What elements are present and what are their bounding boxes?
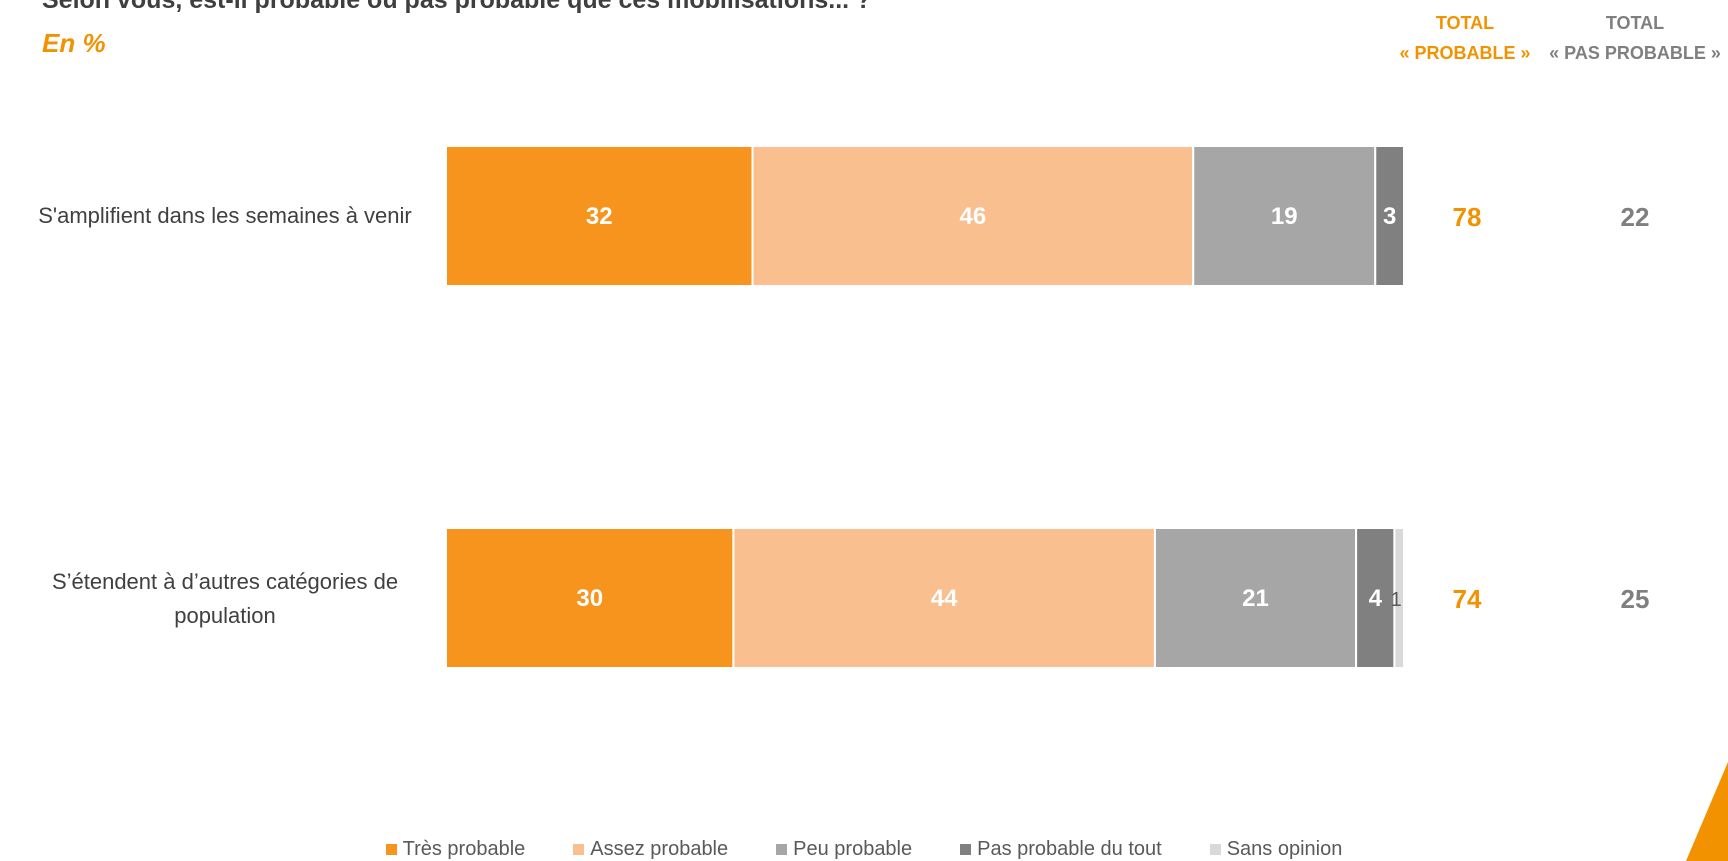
total-pas-probable-header: TOTAL « PAS PROBABLE »: [1540, 8, 1728, 68]
bar-segment-2-5: [1393, 527, 1406, 669]
total-probable-value-2: 74: [1453, 584, 1482, 614]
total-probable-header: TOTAL « PROBABLE »: [1385, 8, 1545, 68]
bar-label-2-4: 4: [1369, 585, 1383, 612]
legend-item-3: Peu probable: [776, 838, 912, 861]
legend-swatch-1: [385, 844, 397, 855]
bar-segment-1-3: [1192, 145, 1377, 287]
total-pas-probable-value-1: 22: [1621, 202, 1650, 232]
total-probable-value-1: 78: [1453, 202, 1482, 232]
bar-segment-1-2: [751, 145, 1195, 287]
bar-segment-2-2: [732, 527, 1156, 669]
legend-swatch-4: [960, 844, 972, 855]
legend-item-4: Pas probable du tout: [960, 838, 1162, 861]
bar-label-2-2: 44: [931, 585, 958, 612]
corner-decoration: [1686, 762, 1728, 861]
bar-segment-2-1: [445, 527, 735, 669]
legend-swatch-3: [776, 844, 788, 855]
bar-segment-1-1: [445, 145, 754, 287]
bar-segment-2-3: [1153, 527, 1358, 669]
bar-segment-1-4: [1374, 145, 1406, 287]
row-label-2: S’étendent à d’autres catégories de popu…: [51, 569, 399, 628]
legend-label-3: Peu probable: [793, 838, 913, 860]
question-title: Selon vous, est-il probable ou pas proba…: [42, 0, 872, 14]
bar-label-2-1: 30: [576, 585, 603, 612]
legend-label-2: Assez probable: [590, 838, 729, 860]
bar-segment-2-4: [1355, 527, 1396, 669]
row-label-1: S'amplifient dans les semaines à venir: [38, 203, 412, 228]
legend-item-5: Sans opinion: [1209, 838, 1343, 861]
bar-label-1-2: 46: [960, 203, 987, 230]
legend-label-5: Sans opinion: [1226, 838, 1343, 860]
bar-label-2-3: 21: [1242, 585, 1269, 612]
legend-item-2: Assez probable: [573, 838, 728, 861]
total-pas-probable-header-line1: TOTAL: [1605, 13, 1665, 33]
unit-label: En %: [42, 28, 106, 58]
total-pas-probable-value-2: 25: [1621, 584, 1650, 614]
legend-swatch-2: [573, 844, 585, 855]
chart-legend: Très probable Assez probable Peu probable P…: [0, 838, 1728, 861]
bar-label-2-5: 1: [1391, 589, 1402, 611]
total-probable-header-line2: « PROBABLE »: [1399, 43, 1531, 63]
bar-label-1-1: 32: [586, 203, 613, 230]
bar-label-1-4: 3: [1383, 203, 1396, 230]
legend-swatch-5: [1209, 844, 1221, 855]
total-probable-header-line1: TOTAL: [1435, 13, 1495, 33]
legend-item-1: Très probable: [385, 838, 526, 861]
bar-label-1-3: 19: [1271, 203, 1298, 230]
total-pas-probable-header-line2: « PAS PROBABLE »: [1549, 43, 1721, 63]
legend-label-4: Pas probable du tout: [977, 838, 1162, 860]
legend-label-1: Très probable: [402, 838, 526, 860]
